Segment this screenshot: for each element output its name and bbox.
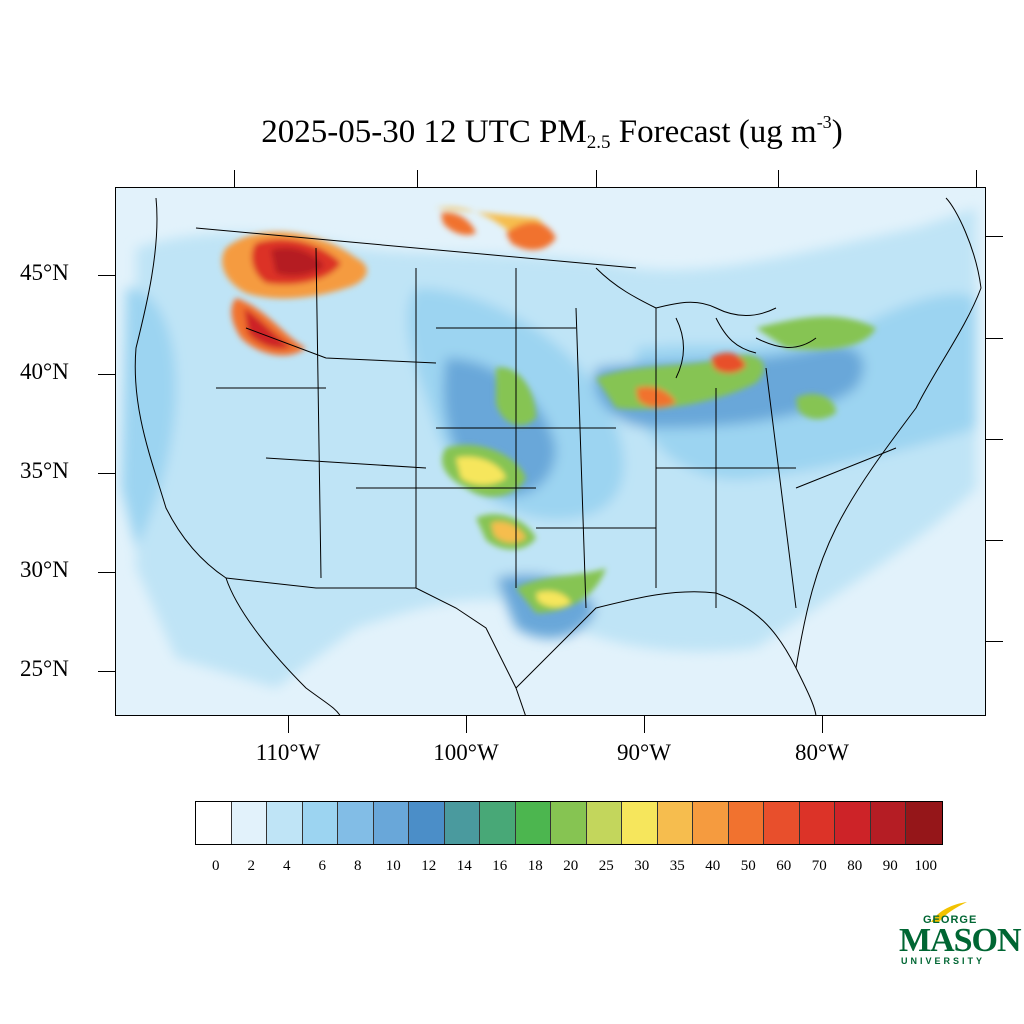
colorbar-label: 90: [882, 858, 898, 874]
colorbar-label: 50: [740, 858, 756, 874]
colorbar-swatch: [728, 802, 764, 844]
top-tick: [234, 170, 235, 187]
title-superscript: -3: [816, 112, 832, 132]
right-tick: [986, 641, 1003, 642]
right-tick: [986, 236, 1003, 237]
top-tick: [976, 170, 977, 187]
colorbar-swatch: [302, 802, 338, 844]
colorbar-label: 100: [914, 858, 938, 874]
left-tick: [98, 671, 115, 672]
colorbar-swatch: [231, 802, 267, 844]
colorbar-label: 6: [318, 858, 327, 874]
colorbar-swatch: [480, 802, 516, 844]
left-tick: [98, 275, 115, 276]
swoosh-icon: [931, 902, 967, 922]
west-coast: [134, 197, 341, 715]
lat-label-45: 45°N: [20, 260, 69, 285]
colorbar: [195, 801, 943, 845]
gmu-logo: GEORGE MASON UNIVERSITY: [893, 900, 1022, 970]
boundaries: [134, 197, 982, 715]
left-tick: [98, 473, 115, 474]
colorbar-label: 80: [847, 858, 863, 874]
great-lakes-north: [595, 267, 777, 316]
colorbar-label: 12: [421, 858, 437, 874]
colorbar-swatch: [835, 802, 871, 844]
right-tick: [986, 439, 1003, 440]
colorbar-swatch: [693, 802, 729, 844]
logo-mason: MASON: [899, 922, 1022, 959]
colorbar-label: 14: [456, 858, 472, 874]
colorbar-swatch: [409, 802, 445, 844]
lon-label-100: 100°W: [433, 740, 499, 765]
colorbar-swatch: [906, 802, 942, 844]
colorbar-label: 35: [669, 858, 685, 874]
right-tick: [986, 338, 1003, 339]
colorbar-label: 60: [776, 858, 792, 874]
title-prefix: 2025-05-30 12 UTC PM: [261, 114, 587, 150]
colorbar-swatch: [586, 802, 622, 844]
colorbar-label: 10: [385, 858, 401, 874]
bottom-tick: [822, 716, 823, 733]
colorbar-swatch: [444, 802, 480, 844]
colorbar-swatch: [764, 802, 800, 844]
colorbar-swatch: [870, 802, 906, 844]
colorbar-swatch: [515, 802, 551, 844]
north-border: [195, 227, 637, 269]
colorbar-swatch: [267, 802, 303, 844]
bottom-tick: [288, 716, 289, 733]
colorbar-label: 18: [527, 858, 543, 874]
colorbar-swatch: [622, 802, 658, 844]
colorbar-label: 0: [212, 858, 220, 874]
logo-george: GEORGE: [923, 914, 978, 926]
colorbar-label: 2: [247, 858, 256, 874]
pm25-map: [115, 187, 986, 716]
colorbar-swatch: [551, 802, 587, 844]
colorbar-label: 70: [811, 858, 827, 874]
title-subscript: 2.5: [586, 132, 611, 153]
lat-label-25: 25°N: [20, 656, 69, 681]
lat-label-30: 30°N: [20, 557, 69, 582]
colorbar-label: 4: [283, 858, 291, 874]
colorbar-label: 20: [563, 858, 579, 874]
lat-label-35: 35°N: [20, 458, 69, 483]
left-tick: [98, 374, 115, 375]
map-title: 2025-05-30 12 UTC PM2.5 Forecast (ug m-3…: [0, 112, 1024, 154]
title-middle: Forecast (ug m: [610, 114, 817, 150]
top-tick: [778, 170, 779, 187]
colorbar-label: 8: [354, 858, 362, 874]
map-canvas: [121, 197, 982, 715]
left-tick: [98, 572, 115, 573]
lon-label-90: 90°W: [617, 740, 671, 765]
colorbar-swatch: [799, 802, 835, 844]
state-borders: [216, 247, 897, 609]
colorbar-swatch: [657, 802, 693, 844]
top-tick: [596, 170, 597, 187]
colorbar-swatch: [196, 802, 232, 844]
lon-label-80: 80°W: [795, 740, 849, 765]
lat-label-40: 40°N: [20, 359, 69, 384]
top-tick: [417, 170, 418, 187]
logo-university: UNIVERSITY: [901, 956, 986, 966]
east-coast: [795, 197, 982, 669]
colorbar-swatch: [338, 802, 374, 844]
gulf-coast: [515, 591, 817, 715]
colorbar-label: 25: [598, 858, 614, 874]
title-suffix: ): [831, 114, 843, 150]
colorbar-label: 30: [634, 858, 650, 874]
great-lakes: [675, 317, 817, 379]
colorbar-label: 16: [492, 858, 508, 874]
right-tick: [986, 540, 1003, 541]
bottom-tick: [466, 716, 467, 733]
colorbar-label: 40: [705, 858, 721, 874]
high-concentration-plumes: [222, 207, 876, 613]
bottom-tick: [644, 716, 645, 733]
lon-label-110: 110°W: [255, 740, 321, 765]
colorbar-swatch: [373, 802, 409, 844]
